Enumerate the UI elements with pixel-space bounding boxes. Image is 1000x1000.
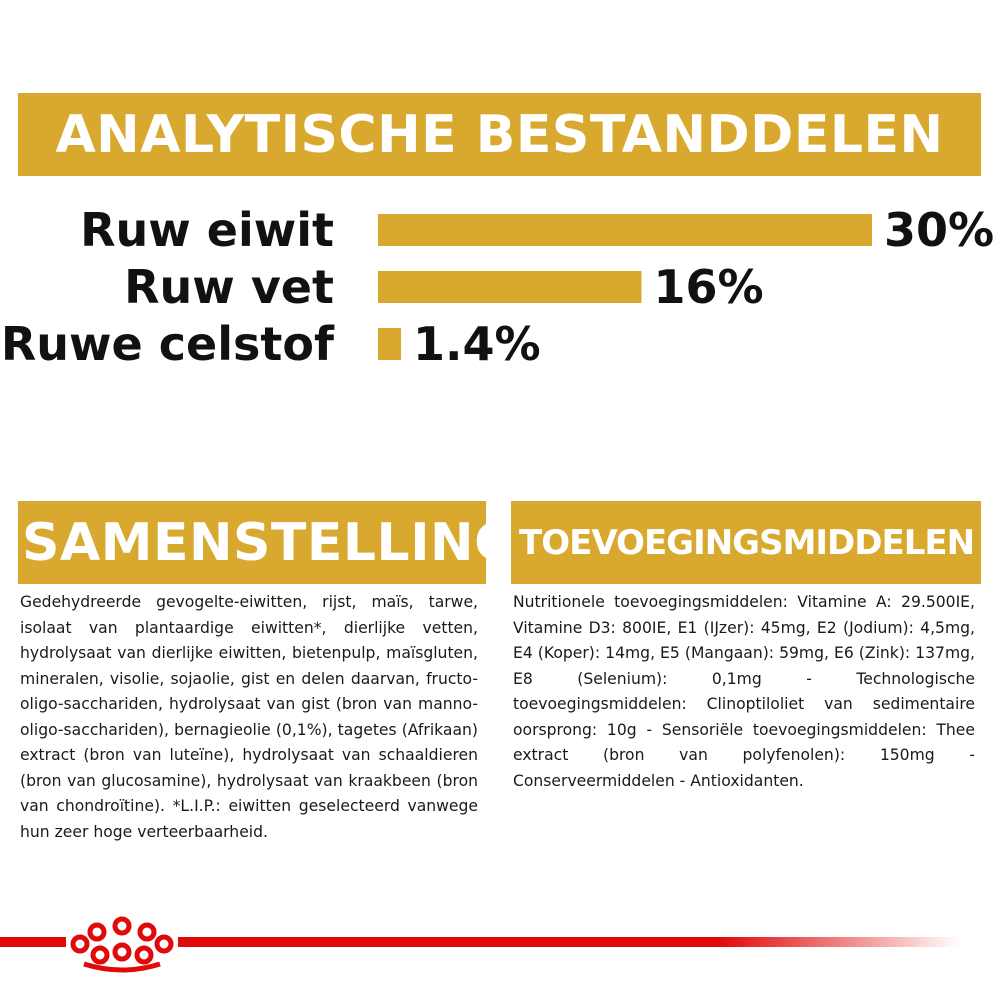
bar (378, 214, 872, 246)
composition-banner: SAMENSTELLING (18, 501, 517, 584)
additives-unit: (/kg) (982, 530, 1000, 555)
category-label: Ruw vet (124, 260, 334, 314)
composition-title: SAMENSTELLING (22, 512, 518, 573)
bar (378, 271, 642, 303)
additives-text: Nutritionele toevoegingsmiddelen: Vitami… (513, 593, 975, 790)
value-label: 1.4% (413, 317, 541, 371)
value-label: 30% (884, 203, 994, 257)
footer-red-line (0, 937, 1000, 947)
category-label: Ruw eiwit (80, 203, 334, 257)
analysis-bar-chart: Ruw eiwit 30% Ruw vet 16% Ruwe celstof 1.4% (1, 203, 994, 371)
composition-text: Gedehydreerde gevogelte-eiwitten, rijst,… (20, 593, 478, 841)
additives-title: TOEVOEGINGSMIDDELEN (519, 522, 975, 563)
value-label: 16% (653, 260, 763, 314)
category-label: Ruwe celstof (1, 317, 335, 371)
analysis-banner: ANALYTISCHE BESTANDDELEN (18, 93, 981, 176)
royal-canin-crown-icon (66, 910, 178, 974)
bar (378, 328, 402, 360)
additives-banner: TOEVOEGINGSMIDDELEN (/kg) (511, 501, 1000, 584)
analysis-title: ANALYTISCHE BESTANDDELEN (55, 104, 944, 165)
